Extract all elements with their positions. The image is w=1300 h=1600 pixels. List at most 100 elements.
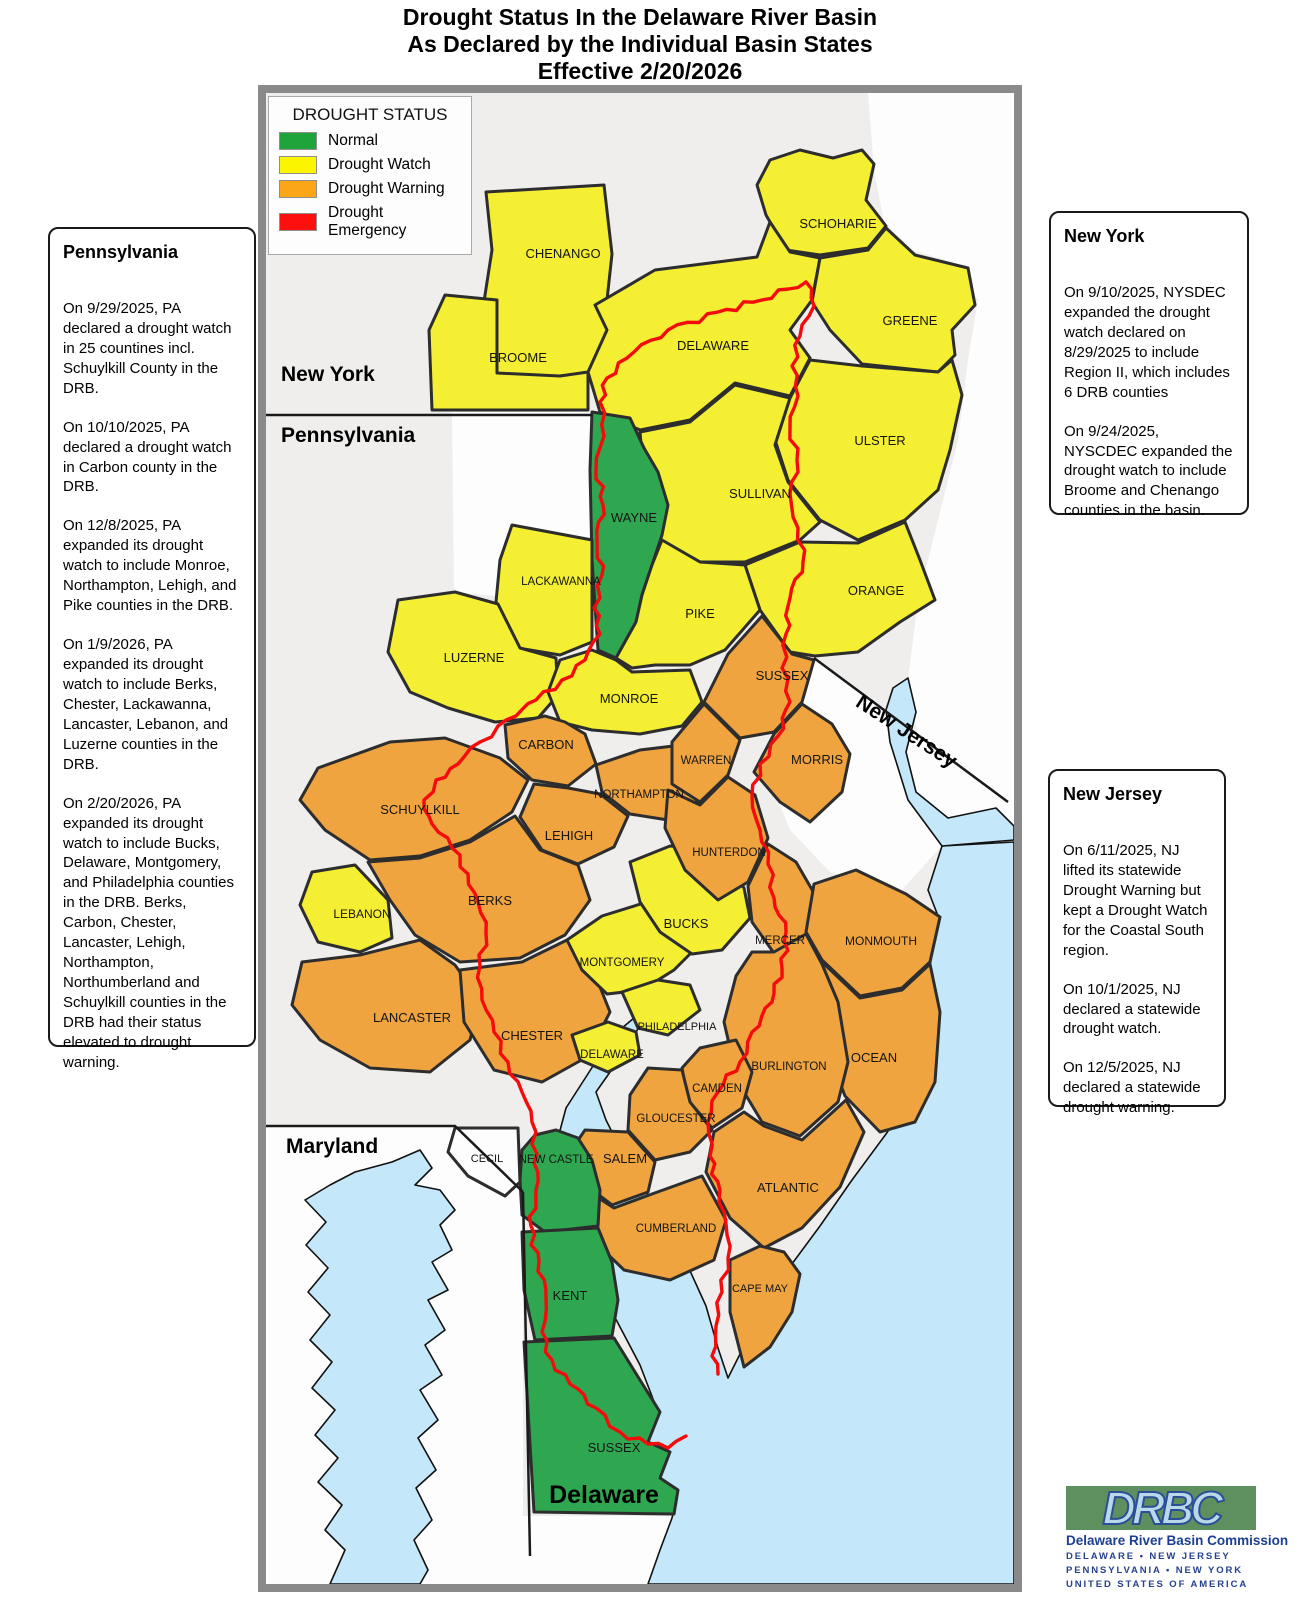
- hudson-river-water: [885, 677, 1014, 847]
- pa-paragraph: On 12/8/2025, PA expanded its drought wa…: [63, 517, 237, 615]
- county-label-pa_berks: BERKS: [468, 893, 512, 908]
- state-boundary-line: [813, 656, 1009, 804]
- county-label-de_newcastle: NEW CASTLE: [519, 1154, 594, 1166]
- county-de_newcastle: [518, 1128, 602, 1234]
- county-label-pa_philadelphia: PHILADELPHIA: [638, 1021, 718, 1033]
- legend-label: Drought Warning: [328, 180, 445, 197]
- county-md_cecil: [446, 1126, 522, 1198]
- county-label-ny_greene: GREENE: [883, 313, 938, 328]
- county-label-pa_montgomery: MONTGOMERY: [580, 957, 665, 969]
- drbc-states-row-2: PENNSYLVANIA • NEW YORK: [1066, 1565, 1244, 1576]
- county-pa_lancaster: [290, 938, 482, 1074]
- county-labels: CHENANGO BROOME SCHOHARIE DELAWARE GREENE ULS…: [333, 216, 937, 1455]
- drbc-logo: DRBC Delaware River Basin Commission DEL…: [1066, 1486, 1300, 1590]
- county-label-nj_mercer: MERCER: [755, 935, 805, 947]
- nj-paragraph: On 12/5/2025, NJ declared a statewide dr…: [1063, 1059, 1201, 1117]
- county-de_kent: [520, 1226, 620, 1342]
- legend-item-emergency: Drought Emergency: [279, 204, 461, 240]
- state-label-delaware: Delaware: [549, 1481, 659, 1509]
- county-label-de_kent: KENT: [553, 1288, 588, 1303]
- drbc-logo-art: DRBC: [1066, 1486, 1256, 1530]
- county-label-pa_lebanon: LEBANON: [333, 907, 390, 921]
- county-label-nj_hunterdon: HUNTERDON: [692, 847, 765, 859]
- county-nj_atlantic: [704, 1098, 866, 1250]
- county-pa_pike: [614, 538, 762, 670]
- ny-box-title: New York: [1064, 226, 1145, 246]
- county-label-pa_lackawanna: LACKAWANNA: [521, 576, 601, 588]
- map-frame: CHENANGO BROOME SCHOHARIE DELAWARE GREENE ULS…: [258, 85, 1022, 1592]
- ny-paragraph: On 9/10/2025, NYSDEC expanded the drough…: [1064, 283, 1230, 401]
- pa-paragraph: On 2/20/2026, PA expanded its drought wa…: [63, 794, 234, 1071]
- page-title: Drought Status In the Delaware River Bas…: [258, 4, 1022, 85]
- normal-color-swatch: [279, 132, 317, 150]
- county-label-pa_luzerne: LUZERNE: [444, 650, 505, 665]
- pa-paragraph: On 10/10/2025, PA declared a drought wat…: [63, 418, 232, 496]
- county-label-ny_schoharie: SCHOHARIE: [799, 216, 877, 231]
- state-boundary-line: [521, 1191, 532, 1557]
- county-pa_lebanon: [298, 863, 394, 954]
- nj-paragraph: On 6/11/2025, NJ lifted its statewide Dr…: [1063, 841, 1208, 959]
- county-label-pa_lehigh: LEHIGH: [545, 828, 593, 843]
- county-label-nj_cumberland: CUMBERLAND: [636, 1223, 717, 1235]
- basin-boundary-west-line: [422, 280, 808, 1450]
- county-label-pa_northampton: NORTHAMPTON: [594, 789, 684, 801]
- title-line-1: Drought Status In the Delaware River Bas…: [402, 4, 878, 30]
- county-nj_gloucester: [626, 1066, 714, 1162]
- state-label-pennsylvania: Pennsylvania: [281, 424, 416, 447]
- county-label-nj_warren: WARREN: [681, 755, 732, 767]
- chesapeake-bay: [304, 1149, 456, 1584]
- county-pa_lehigh: [518, 782, 630, 866]
- pennsylvania-info-box: Pennsylvania On 9/29/2025, PA declared a…: [48, 227, 256, 1071]
- legend-label: Normal: [328, 132, 378, 149]
- county-label-pa_pike: PIKE: [685, 606, 715, 621]
- drought-status-legend: DROUGHT STATUS Normal Drought Watch Drou…: [268, 96, 472, 255]
- county-pa_delaware: [570, 1020, 642, 1074]
- county-label-nj_gloucester: GLOUCESTER: [636, 1113, 715, 1125]
- pa-paragraph: On 1/9/2026, PA expanded its drought wat…: [63, 636, 229, 773]
- legend-label: Drought Emergency: [328, 204, 407, 239]
- county-label-ny_ulster: ULSTER: [854, 433, 905, 448]
- drbc-name: Delaware River Basin Commission: [1066, 1533, 1289, 1548]
- non-basin-area: [523, 1516, 672, 1584]
- county-label-pa_chester: CHESTER: [501, 1028, 563, 1043]
- county-label-de_sussex: SUSSEX: [588, 1440, 641, 1455]
- basin-map: CHENANGO BROOME SCHOHARIE DELAWARE GREENE ULS…: [266, 93, 1014, 1584]
- county-pa_schuylkill: [298, 736, 530, 862]
- legend-item-warning: Drought Warning: [279, 180, 461, 198]
- new-jersey-info-box: New Jersey On 6/11/2025, NJ lifted its s…: [1048, 769, 1226, 1116]
- county-label-ny_delaware: DELAWARE: [677, 338, 749, 353]
- county-label-pa_bucks: BUCKS: [664, 916, 709, 931]
- state-boundary-line: [266, 1124, 524, 1193]
- state-label-new-york: New York: [281, 363, 375, 386]
- county-label-nj_burlington: BURLINGTON: [751, 1061, 826, 1073]
- drbc-states-row-3: UNITED STATES OF AMERICA: [1066, 1579, 1249, 1590]
- drbc-states-row-1: DELAWARE • NEW JERSEY: [1066, 1551, 1231, 1562]
- county-nj_capemay: [728, 1244, 802, 1369]
- county-label-ny_broome: BROOME: [489, 350, 547, 365]
- county-de_sussex: [522, 1336, 680, 1516]
- county-pa_berks: [366, 814, 592, 964]
- county-label-pa_delaware: DELAWARE: [580, 1049, 644, 1061]
- county-label-nj_capemay: CAPE MAY: [732, 1283, 789, 1295]
- ny-paragraph: On 9/24/2025, NYSCDEC expanded the droug…: [1064, 422, 1233, 520]
- new-york-info-box: New York On 9/10/2025, NYSDEC expanded t…: [1049, 211, 1249, 519]
- legend-label: Drought Watch: [328, 156, 431, 173]
- county-label-pa_monroe: MONROE: [600, 691, 659, 706]
- county-pa_luzerne: [386, 590, 560, 724]
- county-label-pa_lancaster: LANCASTER: [373, 1010, 451, 1025]
- county-nj_hunterdon: [663, 775, 770, 902]
- state-boundaries: [266, 413, 1009, 1557]
- state-label-maryland: Maryland: [286, 1135, 378, 1158]
- county-label-ny_chenango: CHENANGO: [525, 246, 600, 261]
- legend-title: DROUGHT STATUS: [292, 105, 448, 124]
- county-ny_greene: [810, 226, 977, 374]
- county-nj_warren: [670, 702, 742, 804]
- county-label-ny_orange: ORANGE: [848, 583, 905, 598]
- county-pa_philadelphia: [620, 978, 702, 1037]
- county-label-ny_sullivan: SULLIVAN: [729, 486, 791, 501]
- pa-box-title: Pennsylvania: [63, 242, 179, 262]
- county-label-pa_wayne: WAYNE: [611, 510, 658, 525]
- county-label-nj_ocean: OCEAN: [851, 1050, 897, 1065]
- watch-color-swatch: [279, 156, 317, 174]
